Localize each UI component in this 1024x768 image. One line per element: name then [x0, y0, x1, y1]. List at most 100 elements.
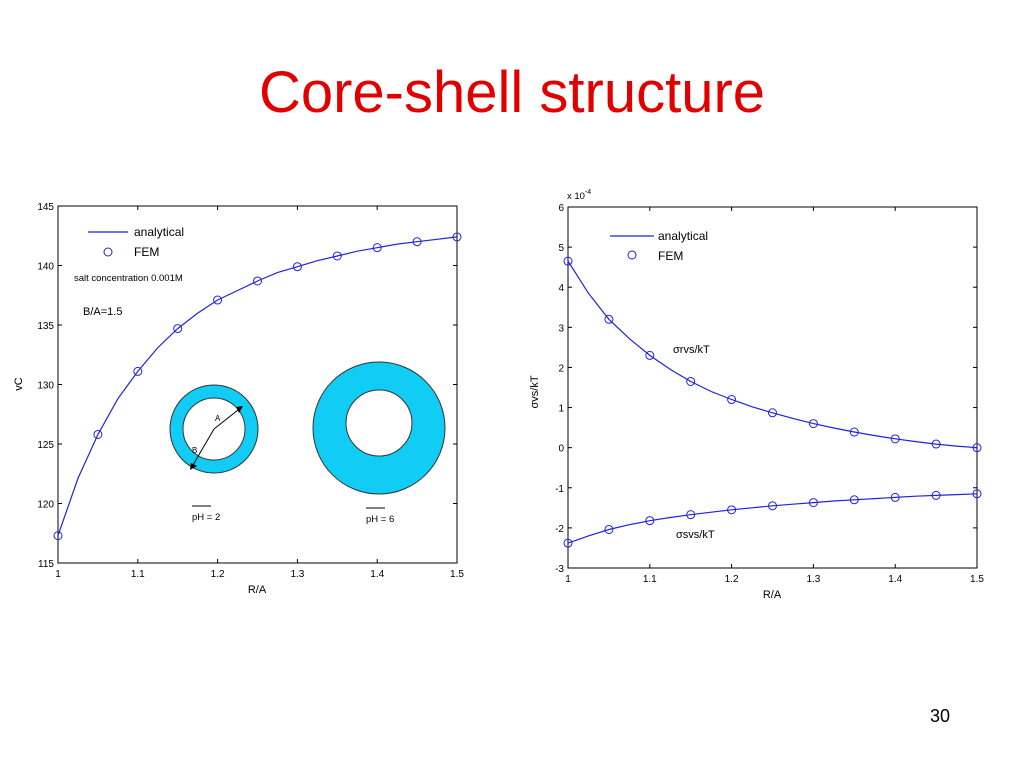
axes: 1 1.1 1.2 1.3 1.4 1.5 -3 -2 -1 0 1 2 3 4 5 6 — [555, 203, 984, 585]
x-tick-label: 1.5 — [450, 569, 464, 580]
x-tick-label: 1.1 — [643, 574, 657, 585]
x-axis-label: R/A — [248, 584, 267, 596]
fem-point — [808, 419, 818, 429]
fem-point — [372, 243, 382, 253]
fem-point — [931, 490, 941, 500]
axes: 1 1.1 1.2 1.3 1.4 1.5 115 120 125 130 135 140 145 — [37, 202, 464, 580]
x-tick-label: 1.3 — [290, 569, 304, 580]
arrow-label-a: A — [215, 414, 221, 423]
fem-point — [292, 262, 302, 272]
x-tick-label: 1.4 — [370, 569, 384, 580]
y-tick-label: 115 — [38, 559, 54, 570]
arrow-label-b: B — [192, 446, 197, 455]
series-line-analytical — [567, 493, 978, 544]
label-ph2: pH = 2 — [192, 512, 220, 523]
fem-point — [604, 524, 614, 534]
x-tick-label: 1.2 — [211, 569, 225, 580]
x-axis-label: R/A — [763, 589, 782, 601]
legend-entry-fem: FEM — [134, 245, 159, 259]
x-tick-label: 1.1 — [131, 569, 145, 580]
legend: analytical FEM — [610, 229, 708, 263]
fem-point — [133, 366, 143, 376]
fem-point — [890, 492, 900, 502]
fem-point — [53, 531, 63, 541]
plot-frame — [567, 206, 978, 569]
x-tick-label: 1 — [55, 569, 61, 580]
axis-exponent: x 10-4 — [567, 189, 591, 202]
fem-point — [412, 237, 422, 247]
fem-point — [604, 314, 614, 324]
fem-point — [849, 427, 859, 437]
annotation-salt-concentration: salt concentration 0.001M — [74, 273, 183, 284]
y-tick-label: -2 — [555, 524, 564, 535]
y-tick-label: 0 — [558, 444, 564, 455]
y-tick-label: -3 — [555, 564, 564, 575]
x-tick-label: 1.3 — [806, 574, 820, 585]
y-tick-label: 6 — [558, 203, 564, 214]
fem-point — [972, 489, 982, 499]
y-tick-label: 4 — [558, 283, 564, 294]
page-number: 30 — [930, 706, 951, 726]
y-tick-label: 5 — [558, 243, 564, 254]
fem-point — [727, 505, 737, 515]
legend-entry-fem: FEM — [658, 249, 683, 263]
fem-point — [645, 516, 655, 526]
fem-point — [563, 256, 573, 266]
x-tick-label: 1.5 — [970, 574, 984, 585]
x-tick-label: 1.2 — [725, 574, 739, 585]
fem-point — [173, 324, 183, 334]
y-axis-label: σvs/kT — [529, 375, 541, 408]
fem-point — [452, 232, 462, 242]
legend-entry-analytical: analytical — [134, 225, 184, 239]
y-tick-label: 2 — [558, 363, 564, 374]
fem-point — [93, 429, 103, 439]
fem-point — [645, 350, 655, 360]
arrow-b-head — [190, 463, 197, 470]
y-tick-label: -1 — [555, 484, 564, 495]
slide-title: Core-shell structure — [258, 60, 766, 125]
y-tick-label: 135 — [37, 321, 54, 332]
fem-point — [332, 251, 342, 261]
fem-point — [768, 501, 777, 511]
core-ph6 — [345, 389, 413, 457]
curve-label-upper: σrvs/kT — [673, 344, 710, 356]
inset-core-shell-illustration: A B pH = 2 pH = 6 — [169, 361, 446, 525]
fem-point — [213, 295, 223, 305]
fem-point — [849, 495, 859, 505]
x-tick-label: 1 — [565, 574, 571, 585]
legend-marker-swatch — [627, 250, 637, 260]
y-tick-label: 120 — [37, 500, 54, 511]
y-tick-label: 1 — [558, 404, 564, 415]
label-ph6: pH = 6 — [366, 514, 394, 525]
series-line-analytical — [57, 236, 458, 536]
annotation-b-over-a: B/A=1.5 — [83, 306, 122, 318]
curve-label-lower: σsvs/kT — [676, 529, 715, 541]
legend-marker-swatch — [103, 247, 113, 257]
fem-point — [563, 538, 573, 548]
data-marks — [563, 256, 982, 548]
legend-entry-analytical: analytical — [658, 229, 708, 243]
fem-point — [727, 395, 737, 405]
arrow-a — [213, 409, 239, 430]
y-axis-label: vC — [13, 377, 25, 391]
x-tick-label: 1.4 — [888, 574, 902, 585]
fem-point — [686, 510, 696, 520]
y-tick-label: 125 — [37, 440, 54, 451]
fem-point — [972, 443, 982, 453]
arrow-a-head — [236, 406, 243, 413]
y-tick-label: 130 — [37, 381, 54, 392]
fem-point — [686, 376, 696, 386]
fem-point — [890, 434, 900, 444]
y-tick-label: 3 — [558, 323, 564, 334]
y-tick-label: 145 — [37, 202, 54, 213]
arrow-b — [192, 428, 215, 466]
fem-point — [768, 408, 777, 418]
fem-point — [931, 439, 941, 449]
series-line-analytical — [567, 260, 978, 449]
fem-point — [808, 498, 818, 508]
legend: analytical FEM — [88, 225, 184, 259]
y-tick-label: 140 — [37, 262, 54, 273]
chart-sigma-vs-ra: 1 1.1 1.2 1.3 1.4 1.5 -3 -2 -1 0 1 2 3 4 5 6 x 10-4 R/A… — [529, 189, 984, 601]
data-marks — [53, 232, 462, 541]
chart-vc-vs-ra: 1 1.1 1.2 1.3 1.4 1.5 115 120 125 130 135 140 145 R/… — [13, 202, 464, 596]
